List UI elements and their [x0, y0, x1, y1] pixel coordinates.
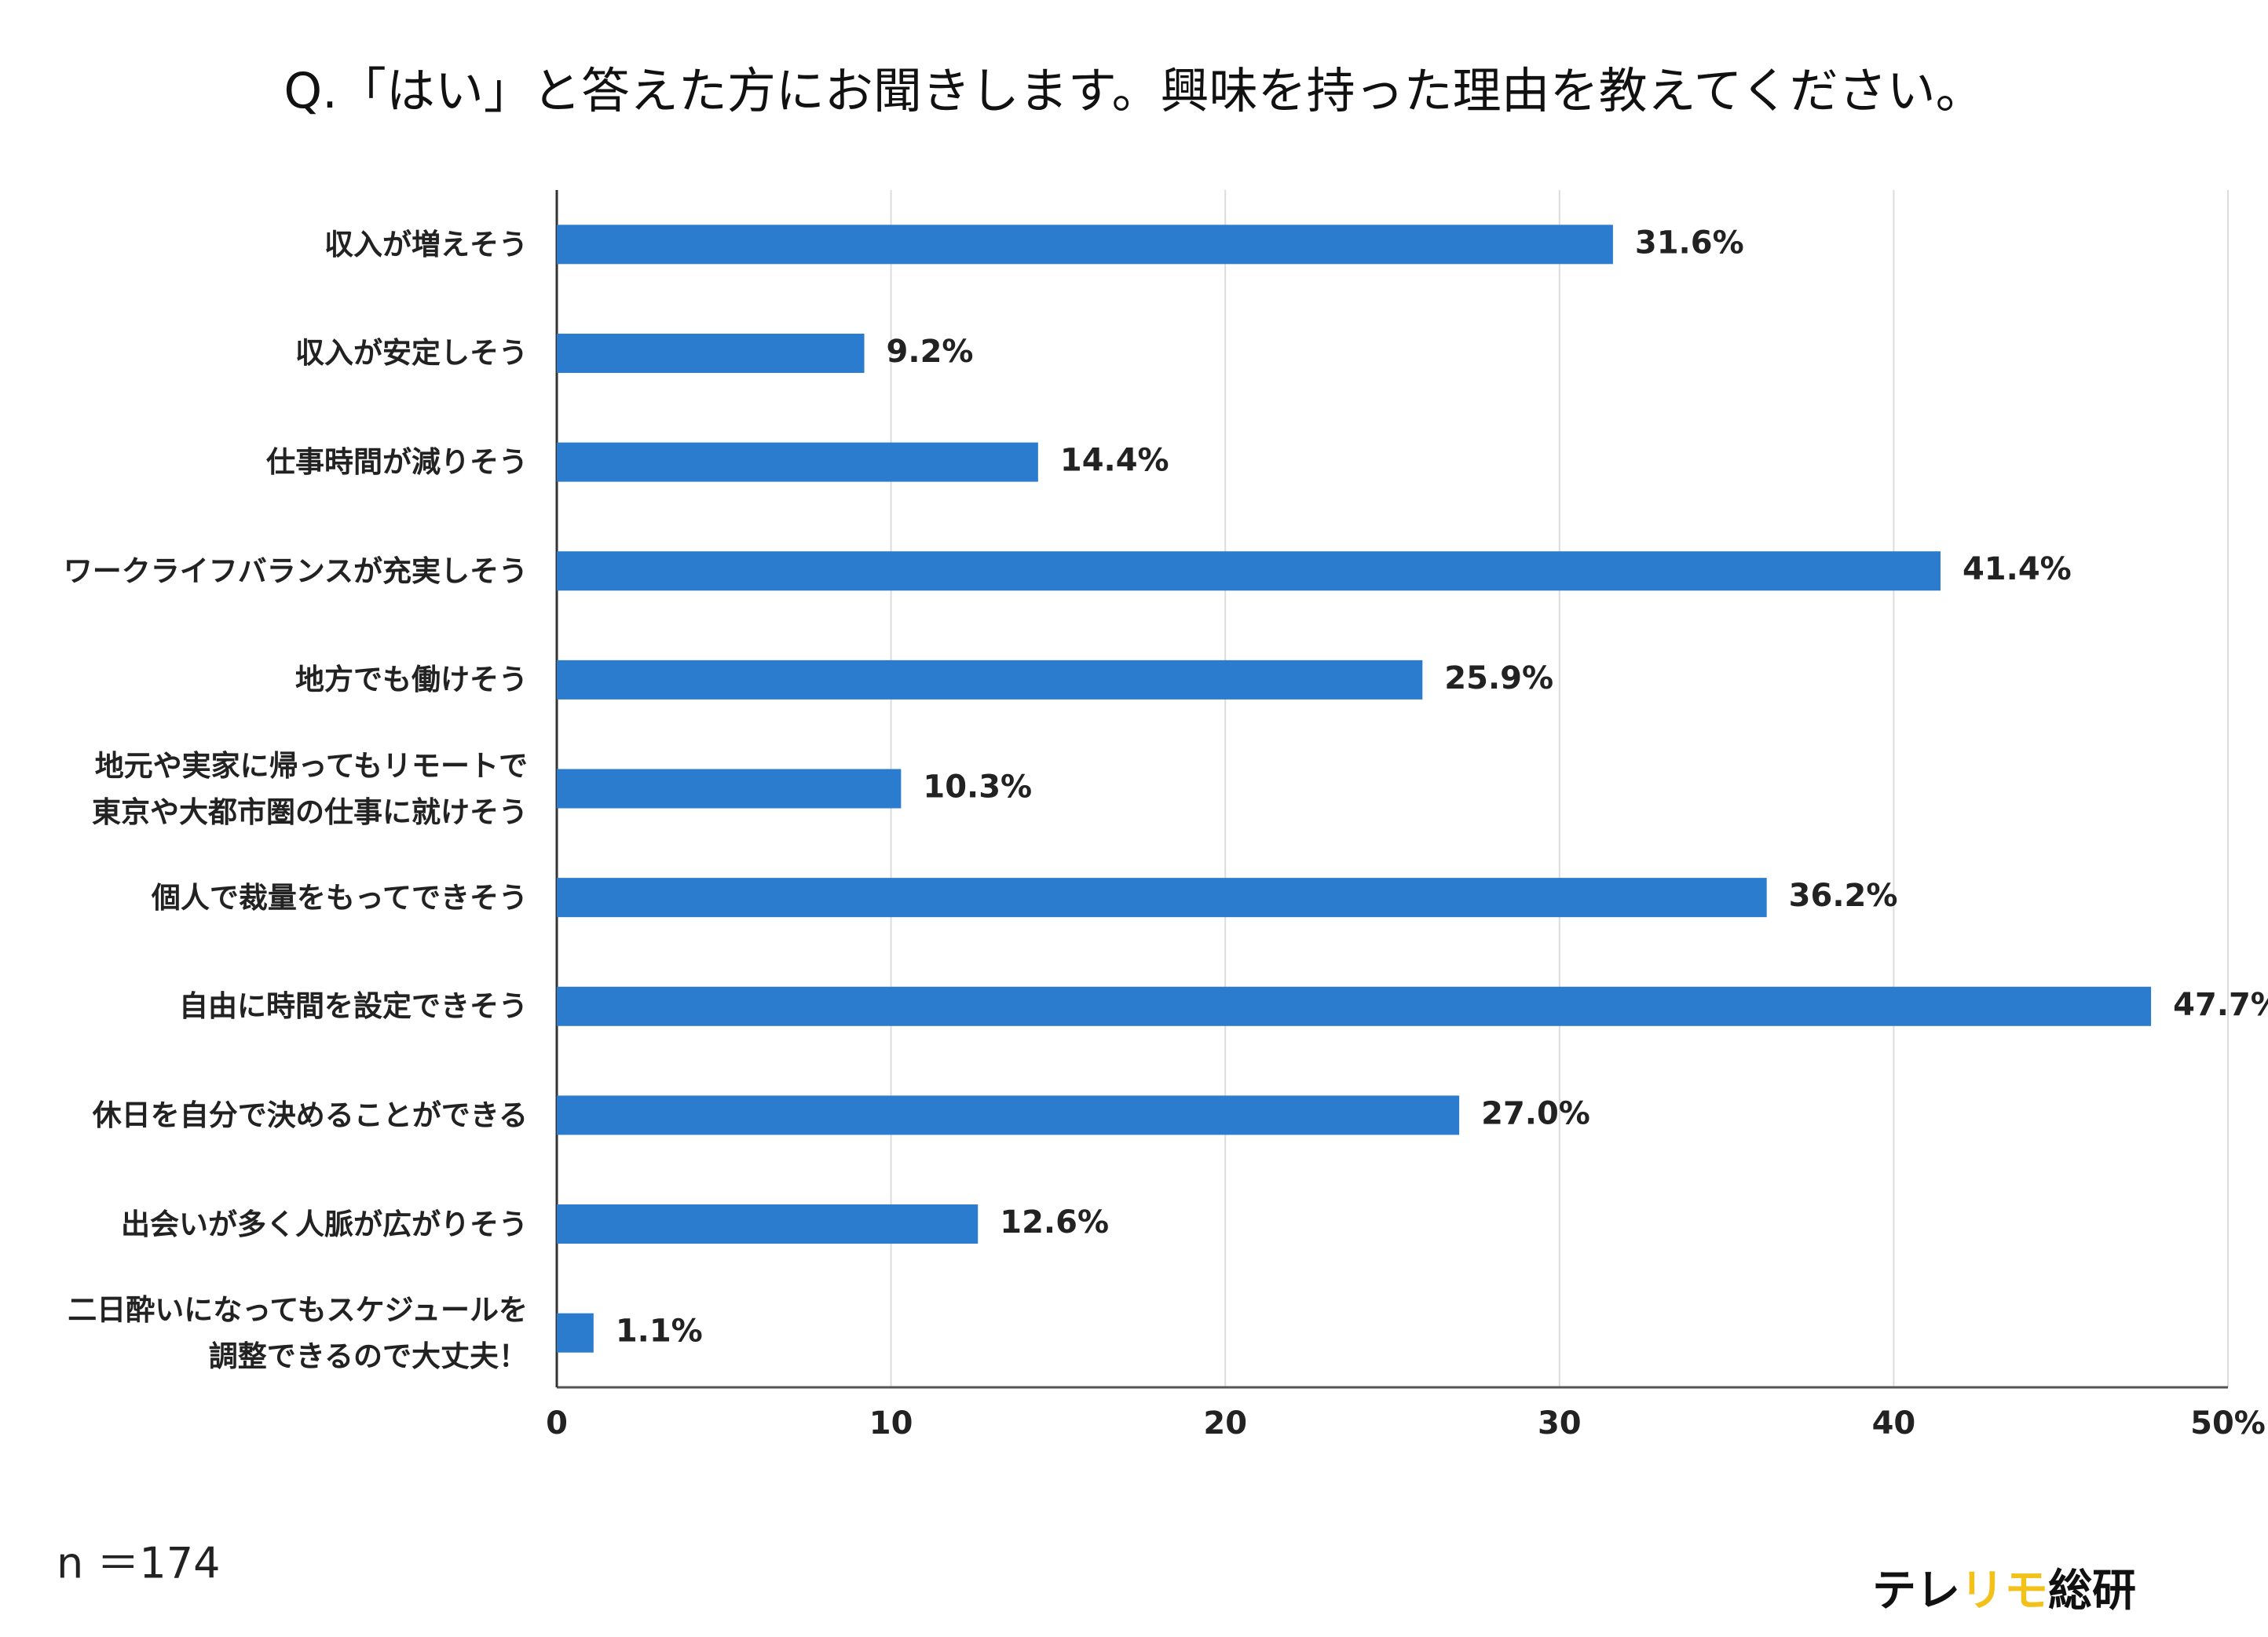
value-label: 10.3% [923, 769, 1032, 806]
x-tick-label: 30 [1538, 1405, 1582, 1442]
bar [557, 769, 902, 809]
y-tick-label: 地方でも働けそう [295, 663, 528, 697]
logo-part: リモ [1960, 1566, 2048, 1617]
bar [557, 225, 1613, 265]
bar [557, 333, 865, 373]
y-tick-label: 休日を自分で決めることができる [92, 1098, 528, 1132]
y-tick-label: ワークライフバランスが充実しそう [63, 554, 528, 588]
value-label: 9.2% [887, 334, 974, 370]
value-label: 1.1% [616, 1314, 703, 1350]
x-tick-label: 50% [2190, 1405, 2266, 1442]
y-tick-label: 個人で裁量をもってできそう [151, 880, 528, 915]
y-tick-label: 二日酔いになってもスケジュールを 調整できるので大丈夫！ [68, 1292, 528, 1373]
bar [557, 878, 1767, 918]
y-tick-label: 自由に時間を設定できそう [179, 989, 528, 1024]
chart-title: Q.「はい」と答えた方にお聞きします。興味を持った理由を教えてください。 [284, 62, 1984, 119]
y-tick-label: 地元や実家に帰ってもリモートで 東京や大都市圏の仕事に就けそう [92, 748, 528, 829]
logo-part: 総研 [2048, 1566, 2136, 1617]
bar [557, 1313, 594, 1353]
value-label: 14.4% [1060, 443, 1169, 479]
bar [557, 442, 1038, 482]
x-tick-label: 40 [1872, 1405, 1916, 1442]
value-label: 25.9% [1444, 660, 1553, 696]
logo: テレリモ総研 [1872, 1566, 2136, 1617]
footnote: n ＝174 [57, 1539, 220, 1588]
value-label: 41.4% [1963, 551, 2072, 587]
bar [557, 986, 2152, 1026]
x-tick-label: 20 [1203, 1405, 1247, 1442]
y-tick-label: 出会いが多く人脈が広がりそう [121, 1207, 528, 1241]
value-label: 47.7% [2173, 987, 2268, 1023]
logo-part: テレ [1872, 1566, 1960, 1617]
x-tick-label: 0 [546, 1405, 568, 1442]
y-tick-label: 収入が安定しそう [295, 336, 528, 371]
bar [557, 1095, 1460, 1135]
bar [557, 1204, 979, 1244]
y-tick-label: 仕事時間が減りそう [266, 445, 528, 480]
y-tick-label: 収入が増えそう [324, 227, 528, 261]
bar [557, 660, 1423, 700]
bar [557, 551, 1941, 591]
value-label: 27.0% [1481, 1095, 1590, 1131]
value-label: 12.6% [1000, 1204, 1109, 1241]
value-label: 36.2% [1789, 878, 1898, 914]
x-tick-label: 10 [869, 1405, 913, 1442]
value-label: 31.6% [1635, 225, 1744, 261]
